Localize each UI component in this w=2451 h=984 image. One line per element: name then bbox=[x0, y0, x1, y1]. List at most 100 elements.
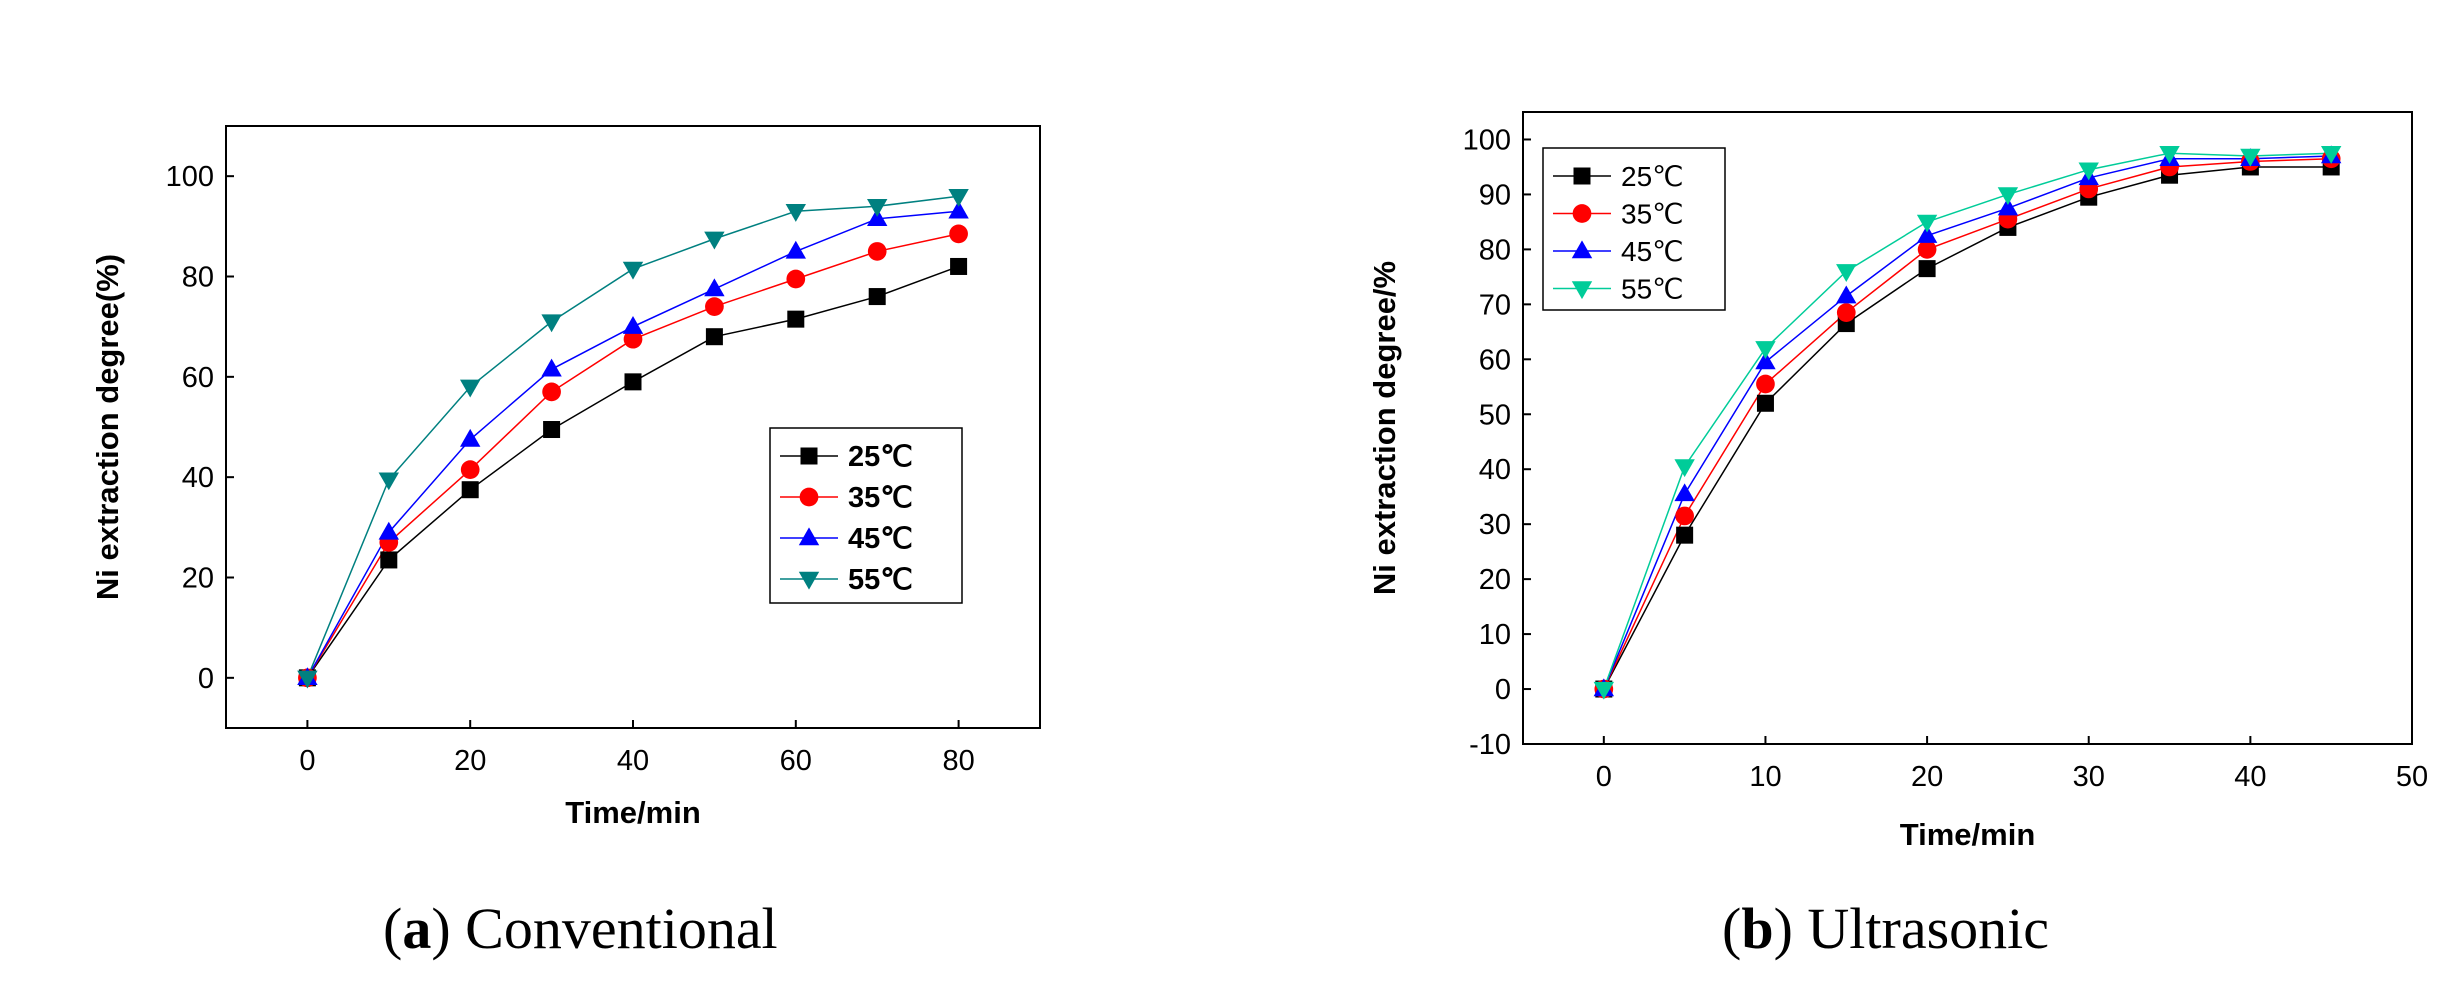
y-tick-label: 80 bbox=[182, 262, 214, 294]
data-point bbox=[461, 481, 479, 499]
data-point bbox=[541, 314, 562, 333]
legend-marker bbox=[798, 571, 820, 590]
x-axis-title: Time/min bbox=[1900, 817, 2036, 852]
y-axis-title: Ni extraction degree/% bbox=[1367, 261, 1402, 595]
data-point bbox=[1916, 214, 1938, 233]
data-point bbox=[867, 199, 888, 217]
x-tick-label: 40 bbox=[2234, 761, 2266, 793]
data-point bbox=[949, 224, 968, 244]
data-point bbox=[785, 204, 806, 222]
legend-marker bbox=[1571, 281, 1593, 300]
y-tick-label: 60 bbox=[182, 362, 214, 394]
caption-paren: ( bbox=[1722, 896, 1741, 961]
plot-frame bbox=[1522, 111, 2413, 745]
data-point bbox=[2320, 145, 2342, 164]
x-tick-label: 60 bbox=[780, 745, 812, 777]
caption-paren: ( bbox=[383, 896, 402, 961]
data-point bbox=[1836, 285, 1857, 304]
x-axis-title: Time/min bbox=[565, 795, 701, 830]
caption-paren: ) bbox=[431, 896, 465, 961]
data-point bbox=[867, 242, 887, 261]
data-point bbox=[704, 231, 725, 250]
y-tick-label: 0 bbox=[198, 663, 214, 695]
data-point bbox=[1917, 240, 1937, 259]
legend-marker bbox=[1571, 240, 1593, 259]
legend-marker bbox=[800, 447, 818, 465]
legend-label: 45℃ bbox=[1621, 236, 1684, 267]
data-point bbox=[704, 278, 725, 297]
data-point bbox=[1675, 506, 1694, 526]
legend-label: 25℃ bbox=[1621, 161, 1684, 192]
data-point bbox=[1674, 459, 1695, 478]
data-point bbox=[2240, 148, 2261, 167]
data-point bbox=[378, 521, 399, 540]
data-point bbox=[785, 240, 806, 259]
legend-label: 55℃ bbox=[1621, 274, 1684, 305]
data-point bbox=[705, 328, 723, 346]
y-tick-label: 0 bbox=[1495, 674, 1511, 706]
x-tick-label: 30 bbox=[2073, 761, 2105, 793]
data-point bbox=[541, 358, 562, 377]
series-line-2 bbox=[1603, 155, 2332, 690]
data-point bbox=[623, 329, 643, 349]
caption-letter: b bbox=[1741, 896, 1773, 961]
data-point bbox=[1756, 394, 1774, 412]
y-tick-label: 20 bbox=[182, 563, 214, 595]
legend-label: 25℃ bbox=[848, 441, 913, 473]
data-point bbox=[1916, 225, 1938, 243]
x-tick-label: 20 bbox=[1911, 761, 1943, 793]
y-tick-label: 100 bbox=[1463, 124, 1511, 156]
series-line-1 bbox=[1603, 157, 2332, 690]
data-point bbox=[786, 269, 806, 289]
plot-frame bbox=[225, 125, 1041, 729]
chart-panel-b: 0 10 20 30 40 50 -10 0 10 20 30 40 50 60 70 80 90 100 Time… bbox=[1367, 111, 2428, 961]
data-point bbox=[460, 428, 481, 447]
y-tick-label: 20 bbox=[1479, 564, 1511, 596]
data-point bbox=[622, 261, 644, 280]
y-tick-label: 30 bbox=[1479, 509, 1511, 541]
legend-label: 35℃ bbox=[1621, 199, 1684, 230]
data-point bbox=[542, 382, 561, 402]
y-tick-label: -10 bbox=[1469, 729, 1511, 761]
x-tick-label: 50 bbox=[2396, 761, 2428, 793]
legend-marker bbox=[798, 527, 820, 546]
x-tick-label: 0 bbox=[299, 745, 315, 777]
caption-text: Ultrasonic bbox=[1807, 896, 2049, 961]
y-tick-label: 40 bbox=[1479, 454, 1511, 486]
data-point bbox=[1836, 303, 1856, 322]
data-point bbox=[1918, 260, 1936, 278]
legend-label: 55℃ bbox=[848, 564, 913, 596]
legend-marker bbox=[1573, 167, 1591, 185]
data-point bbox=[543, 421, 561, 439]
data-point bbox=[2078, 162, 2099, 181]
data-point bbox=[624, 373, 642, 391]
legend-label: 45℃ bbox=[848, 523, 913, 555]
data-point bbox=[297, 670, 318, 689]
data-point bbox=[1755, 341, 1776, 359]
legend-marker bbox=[1572, 204, 1592, 223]
data-point bbox=[378, 472, 399, 491]
legend: 25℃ 35℃ 45℃ 55℃ bbox=[769, 427, 963, 604]
data-point bbox=[2159, 145, 2180, 164]
caption-paren: ) bbox=[1774, 896, 1808, 961]
data-point bbox=[622, 316, 644, 334]
data-point bbox=[1593, 681, 1615, 700]
data-point bbox=[460, 379, 481, 398]
series-line-0 bbox=[1603, 166, 2332, 690]
caption-letter: a bbox=[402, 896, 431, 961]
data-point bbox=[1676, 526, 1694, 544]
data-point bbox=[1836, 264, 1857, 282]
data-point bbox=[705, 297, 724, 316]
y-axis-title: Ni extraction degree(%) bbox=[90, 254, 125, 600]
x-tick-label: 40 bbox=[617, 745, 649, 777]
data-point bbox=[1755, 351, 1776, 370]
data-point bbox=[1756, 374, 1775, 394]
panel-caption: (b) Ultrasonic bbox=[1722, 896, 2049, 961]
data-point bbox=[948, 189, 969, 207]
y-tick-label: 10 bbox=[1479, 619, 1511, 651]
y-tick-label: 60 bbox=[1479, 344, 1511, 376]
series-line-3 bbox=[1603, 152, 2332, 690]
data-point bbox=[867, 208, 888, 227]
legend-marker bbox=[799, 487, 819, 507]
